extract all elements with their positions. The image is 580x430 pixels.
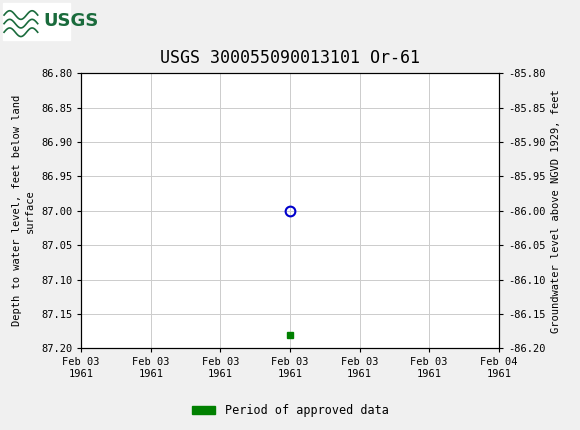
FancyBboxPatch shape: [3, 3, 70, 40]
Legend: Period of approved data: Period of approved data: [187, 399, 393, 422]
Title: USGS 300055090013101 Or-61: USGS 300055090013101 Or-61: [160, 49, 420, 68]
Y-axis label: Groundwater level above NGVD 1929, feet: Groundwater level above NGVD 1929, feet: [551, 89, 561, 332]
Text: USGS: USGS: [44, 12, 99, 31]
Y-axis label: Depth to water level, feet below land
surface: Depth to water level, feet below land su…: [12, 95, 35, 326]
